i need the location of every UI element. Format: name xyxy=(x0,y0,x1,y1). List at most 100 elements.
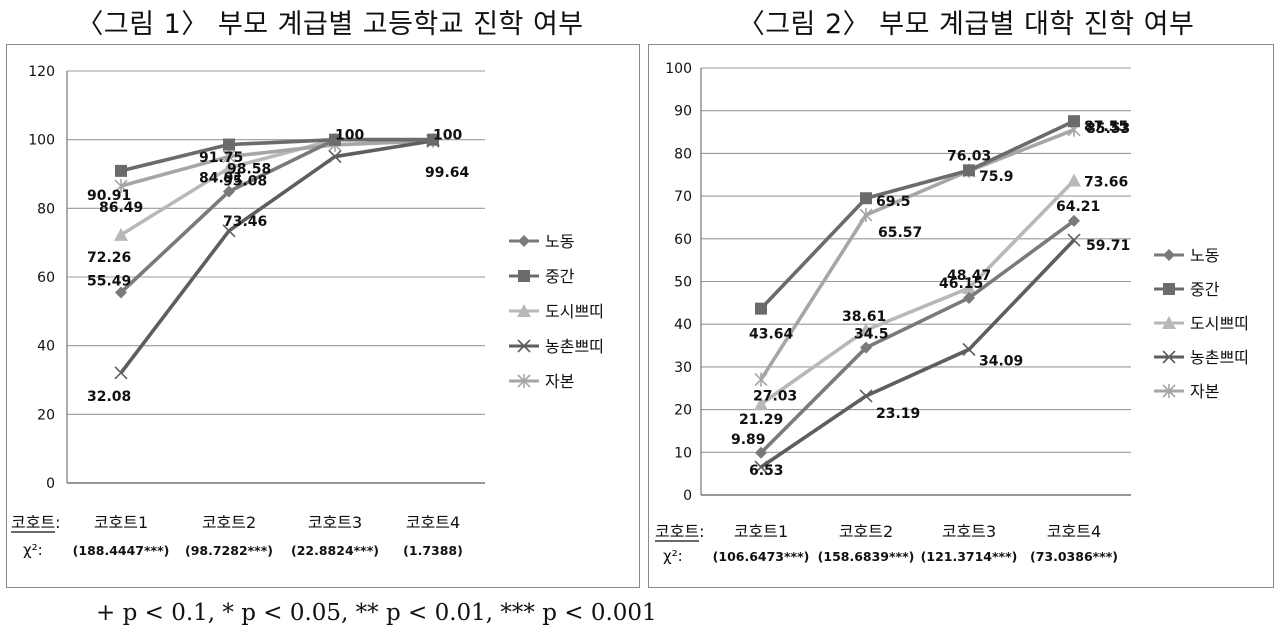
chart-2-x-tick-label: 코호트1 xyxy=(734,522,788,541)
chart-1-data-label: 100 xyxy=(433,128,462,144)
chart-1-data-point xyxy=(114,366,128,380)
chart-1-data-point xyxy=(427,133,439,146)
chart-2-data-label: 23.19 xyxy=(876,406,920,422)
chart-1-legend-item: 중간 xyxy=(509,267,575,286)
chart-1-chi-value: (22.8824***) xyxy=(291,543,379,558)
chart-2-data-label: 38.61 xyxy=(842,309,886,325)
chart-1-legend-marker xyxy=(518,235,530,247)
chart-1-series-line xyxy=(120,137,433,237)
chart-1-legend-marker xyxy=(517,339,531,353)
chart-2-data-point xyxy=(755,446,767,459)
chart-2-data-label: 27.03 xyxy=(753,389,797,405)
chart-1-legend-label: 농촌쁘띠 xyxy=(545,337,604,356)
significance-footnote: + p < 0.1, * p < 0.05, ** p < 0.01, *** … xyxy=(96,600,657,626)
chart-1-legend-label: 노동 xyxy=(545,232,574,251)
chart-2-x-tick-label: 코호트2 xyxy=(839,522,893,541)
chart-2-data-point xyxy=(962,281,976,295)
chart-2-series-line xyxy=(759,119,1075,310)
chart-2-y-tick-label: 100 xyxy=(665,61,692,77)
chart-2-legend-item: 자본 xyxy=(1154,382,1219,401)
chart-1-data-label: 90.91 xyxy=(87,188,131,204)
chart-2-legend-label: 도시쁘띠 xyxy=(1190,314,1249,333)
chart-2-chi-value: (121.3714***) xyxy=(921,549,1018,564)
chart-2-series-2 xyxy=(755,115,1080,315)
chart-2-y-tick-label: 70 xyxy=(674,189,692,205)
chart-2-data-point xyxy=(860,192,872,205)
chart-1-x-tick-label: 코호트4 xyxy=(406,513,460,532)
chart-2-series-line xyxy=(759,219,1076,455)
chart-2-data-point xyxy=(754,397,768,411)
chart-2-data-point xyxy=(860,341,872,354)
chart-1-data-label: 99.64 xyxy=(425,165,470,181)
chart-2-data-label: 59.71 xyxy=(1086,238,1130,254)
chart-1-y-tick-label: 20 xyxy=(37,407,55,423)
chart-1-data-label: 100 xyxy=(335,128,364,144)
chart-2-data-point xyxy=(859,389,873,403)
chart-2-data-label: 76.03 xyxy=(947,148,991,164)
chart-1-chi-label: χ²: xyxy=(23,541,43,559)
chart-2-legend-item: 농촌쁘띠 xyxy=(1154,348,1249,367)
chart-1-data-label: 91.75 xyxy=(199,150,243,166)
chart-2-data-point xyxy=(1067,173,1081,187)
chart-1-x-tick-label: 코호트2 xyxy=(202,513,256,532)
chart-2-x-tick-label: 코호트3 xyxy=(942,522,996,541)
chart-1-data-point xyxy=(329,133,341,146)
chart-2-data-label: 65.57 xyxy=(878,225,922,241)
chart-1-y-tick-label: 60 xyxy=(37,270,55,286)
chart-2-gridlines xyxy=(701,67,1131,496)
chart-2-legend-marker xyxy=(1163,283,1175,295)
chart-1-y-tick-label: 80 xyxy=(37,201,55,217)
chart-1-data-point xyxy=(223,138,235,151)
chart-1-series-1 xyxy=(115,133,439,299)
chart-1-data-label: 95.08 xyxy=(223,174,267,190)
chart-1-legend-marker xyxy=(517,304,531,317)
chart-1-data-label: 84.91 xyxy=(199,170,243,186)
chart-2-chi-value: (106.6473***) xyxy=(713,549,810,564)
chart-2-data-label: 46.15 xyxy=(939,276,983,292)
chart-2-svg: 0 10 20 30 40 50 60 70 80 90 100 43.64 27.03 21.29 9.8… xyxy=(655,61,1249,565)
chart-2-data-point xyxy=(1068,214,1080,227)
chart-2-series-1 xyxy=(755,214,1080,459)
chart-1-chi-value: (1.7388) xyxy=(403,543,463,558)
chart-1-data-point xyxy=(114,179,128,194)
chart-2-series-3 xyxy=(754,173,1081,411)
chart-2-data-label: 64.21 xyxy=(1056,199,1100,215)
chart-2-chi-value: (73.0386***) xyxy=(1030,549,1118,564)
chart-2-legend-marker xyxy=(1162,316,1176,329)
chart-2-data-label: 9.89 xyxy=(731,432,766,448)
chart-2-data-label: 73.66 xyxy=(1084,174,1128,190)
chart-1-row-label: 코호트: xyxy=(11,513,61,532)
chart-2-data-point xyxy=(1068,115,1080,128)
chart-2-data-point xyxy=(859,208,873,223)
chart-2-legend-label: 중간 xyxy=(1190,280,1220,299)
chart-1-series-line xyxy=(120,137,433,173)
chart-2-data-label: 69.5 xyxy=(876,194,911,210)
chart-2-series-line xyxy=(759,128,1075,381)
chart-2-legend-item: 노동 xyxy=(1154,246,1219,265)
chart-1-data-point xyxy=(222,149,236,164)
chart-2-y-tick-label: 0 xyxy=(683,488,692,504)
chart-2-data-label: 43.64 xyxy=(749,327,794,343)
chart-1-data-label: 32.08 xyxy=(87,389,131,405)
chart-1-title: 〈그림 1〉 부모 계급별 고등학교 진학 여부 xyxy=(76,9,584,40)
chart-1-y-tick-label: 120 xyxy=(28,64,55,80)
chart-1-data-point xyxy=(115,164,127,177)
chart-2-data-point xyxy=(963,291,975,304)
chart-1-legend-item: 자본 xyxy=(509,372,574,391)
chart-1-data-point xyxy=(328,149,342,164)
chart-1-data-point xyxy=(223,185,235,198)
chart-1-legend-label: 자본 xyxy=(545,372,574,391)
chart-2-series-line xyxy=(759,179,1076,406)
chart-2-legend-label: 노동 xyxy=(1190,246,1219,265)
chart-1-legend-marker xyxy=(518,270,530,282)
chart-2-x-tick-label: 코호트4 xyxy=(1047,522,1101,541)
chart-2-data-label: 75.9 xyxy=(979,169,1014,185)
chart-2-data-point xyxy=(754,372,768,387)
chart-2-y-tick-label: 90 xyxy=(674,104,692,120)
chart-2-legend-label: 자본 xyxy=(1190,382,1219,401)
chart-2-data-label: 34.09 xyxy=(979,353,1023,369)
chart-2-panel: 0 10 20 30 40 50 60 70 80 90 100 43.64 27.03 21.29 9.8… xyxy=(648,44,1274,588)
chart-1-x-tick-label: 코호트3 xyxy=(308,513,362,532)
chart-2-data-label: 87.55 xyxy=(1084,119,1128,135)
chart-1-series-line xyxy=(119,139,434,374)
